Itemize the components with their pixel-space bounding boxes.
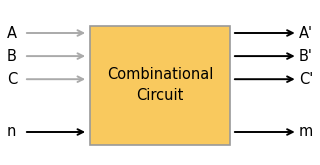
Text: B': B' <box>299 49 313 64</box>
Text: Combinational: Combinational <box>107 67 213 82</box>
Bar <box>90 26 230 145</box>
Text: n: n <box>7 125 16 139</box>
Text: C: C <box>7 72 17 87</box>
Text: A': A' <box>299 26 313 40</box>
Text: B: B <box>7 49 17 64</box>
Text: A: A <box>7 26 17 40</box>
Text: m: m <box>299 125 313 139</box>
Text: C': C' <box>299 72 313 87</box>
Text: Circuit: Circuit <box>136 88 184 103</box>
